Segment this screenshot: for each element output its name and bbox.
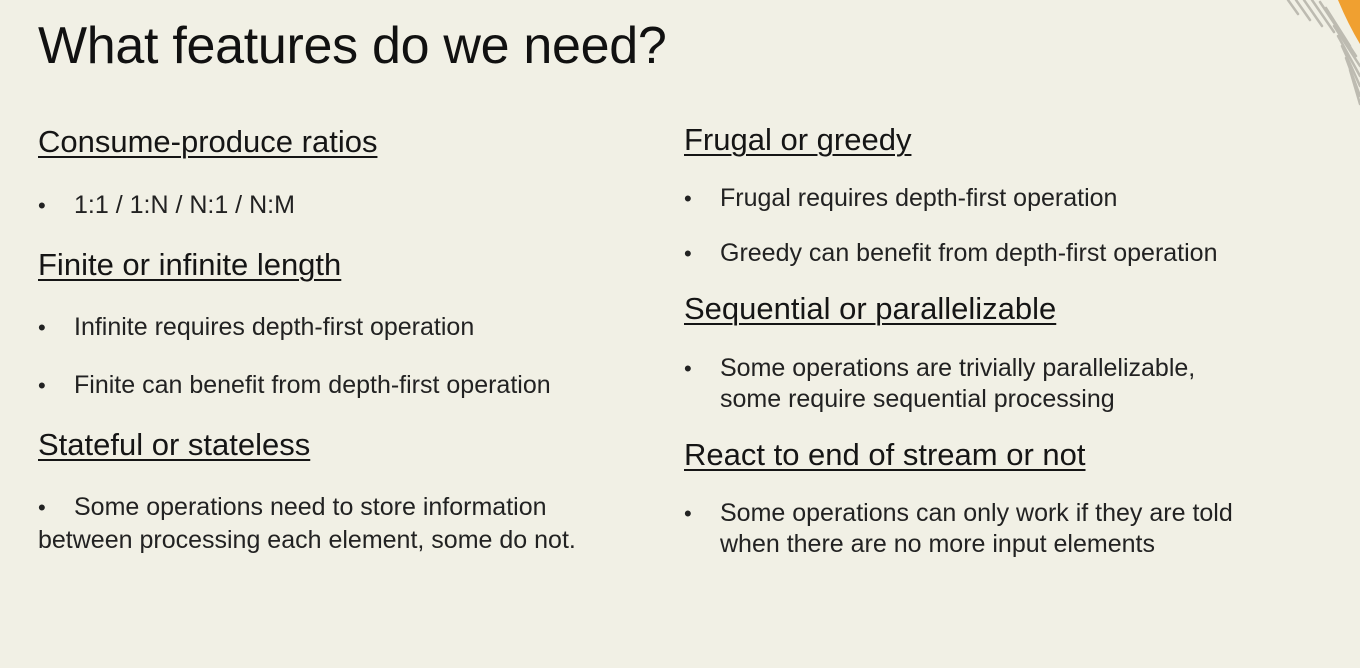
bullet-text: between processing each element, some do…	[38, 526, 576, 554]
bullet-text: Some operations can only work if they ar…	[720, 499, 1233, 527]
striped-corner-icon	[1210, 0, 1360, 120]
bullet-glyph: •	[684, 186, 692, 211]
bullet-text: Infinite requires depth-first operation	[74, 313, 475, 341]
slide-title: What features do we need?	[38, 17, 667, 75]
bullet-text-continuation: some require sequential processing	[720, 385, 1115, 413]
heading-stateful-stateless: Stateful or stateless	[38, 427, 311, 462]
bullet-finite-infinite-2: • Finite can benefit from depth-first op…	[38, 370, 551, 401]
bullet-finite-infinite-1: • Infinite requires depth-first operatio…	[38, 312, 474, 343]
bullet-text: Some operations are trivially paralleliz…	[720, 354, 1196, 382]
heading-finite-infinite: Finite or infinite length	[38, 247, 342, 282]
bullet-glyph: •	[38, 193, 46, 218]
bullet-glyph: •	[684, 241, 692, 266]
bullet-frugal-greedy-1: • Frugal requires depth-first operation	[684, 183, 1117, 214]
bullet-text: Greedy can benefit from depth-first oper…	[720, 239, 1218, 267]
bullet-glyph: •	[38, 315, 46, 340]
heading-consume-produce: Consume-produce ratios	[38, 124, 378, 159]
bullet-end-of-stream-1: • Some operations can only work if they …	[684, 498, 1233, 560]
bullet-stateful-stateless-continuation: between processing each element, some do…	[38, 525, 576, 556]
bullet-text: Some operations need to store informatio…	[74, 493, 547, 521]
bullet-text: Frugal requires depth-first operation	[720, 184, 1118, 212]
bullet-frugal-greedy-2: • Greedy can benefit from depth-first op…	[684, 238, 1218, 269]
bullet-glyph: •	[38, 495, 46, 520]
bullet-sequential-parallelizable-1: • Some operations are trivially parallel…	[684, 353, 1195, 415]
bullet-text-continuation: when there are no more input elements	[720, 530, 1155, 558]
bullet-glyph: •	[38, 373, 46, 398]
bullet-glyph: •	[684, 356, 692, 381]
bullet-glyph: •	[684, 501, 692, 526]
bullet-text: Finite can benefit from depth-first oper…	[74, 371, 551, 399]
bullet-text: 1:1 / 1:N / N:1 / N:M	[74, 191, 295, 219]
bullet-stateful-stateless-1: • Some operations need to store informat…	[38, 492, 547, 523]
heading-frugal-greedy: Frugal or greedy	[684, 122, 912, 157]
heading-sequential-parallelizable: Sequential or parallelizable	[684, 291, 1057, 326]
heading-end-of-stream: React to end of stream or not	[684, 437, 1086, 472]
bullet-consume-produce-1: • 1:1 / 1:N / N:1 / N:M	[38, 190, 295, 221]
